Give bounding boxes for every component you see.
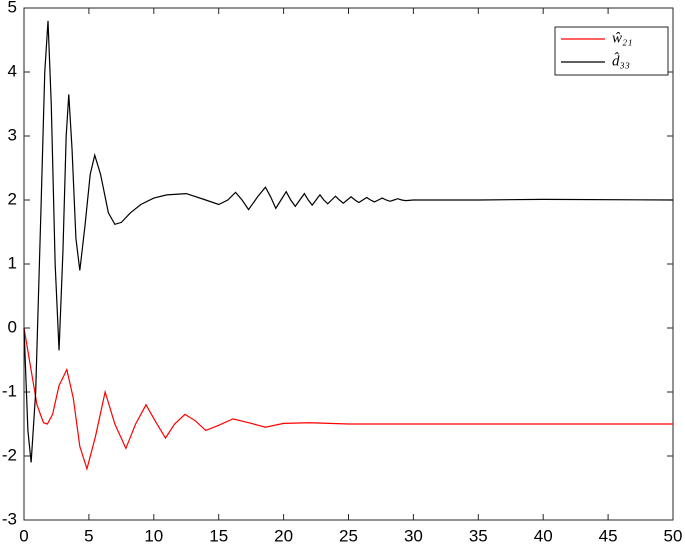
y-tick-label: 2: [8, 189, 17, 208]
x-tick-label: 5: [84, 526, 93, 545]
legend-label: ŵ₂₁: [612, 30, 632, 46]
y-tick-label: -1: [2, 381, 17, 400]
x-tick-label: 25: [339, 526, 358, 545]
y-tick-label: 5: [8, 0, 17, 16]
y-tick-label: 3: [8, 125, 17, 144]
x-tick-label: 40: [534, 526, 553, 545]
x-tick-label: 15: [209, 526, 228, 545]
x-tick-label: 10: [144, 526, 163, 545]
x-tick-label: 0: [19, 526, 28, 545]
y-tick-label: 1: [8, 253, 17, 272]
x-tick-label: 45: [599, 526, 618, 545]
y-tick-label: 4: [8, 61, 17, 80]
legend-label: d̂₃₃: [612, 52, 630, 69]
y-tick-label: 0: [8, 317, 17, 336]
axes-box: [23, 7, 674, 521]
series-line: [23, 327, 673, 471]
series-line: [23, 20, 674, 463]
x-tick-label: 20: [274, 526, 293, 545]
y-tick-label: -3: [2, 509, 17, 528]
x-tick-label: 50: [664, 526, 683, 545]
legend-box: [554, 26, 669, 76]
x-tick-label: 35: [469, 526, 488, 545]
x-tick-label: 30: [404, 526, 423, 545]
y-tick-label: -2: [2, 445, 17, 464]
